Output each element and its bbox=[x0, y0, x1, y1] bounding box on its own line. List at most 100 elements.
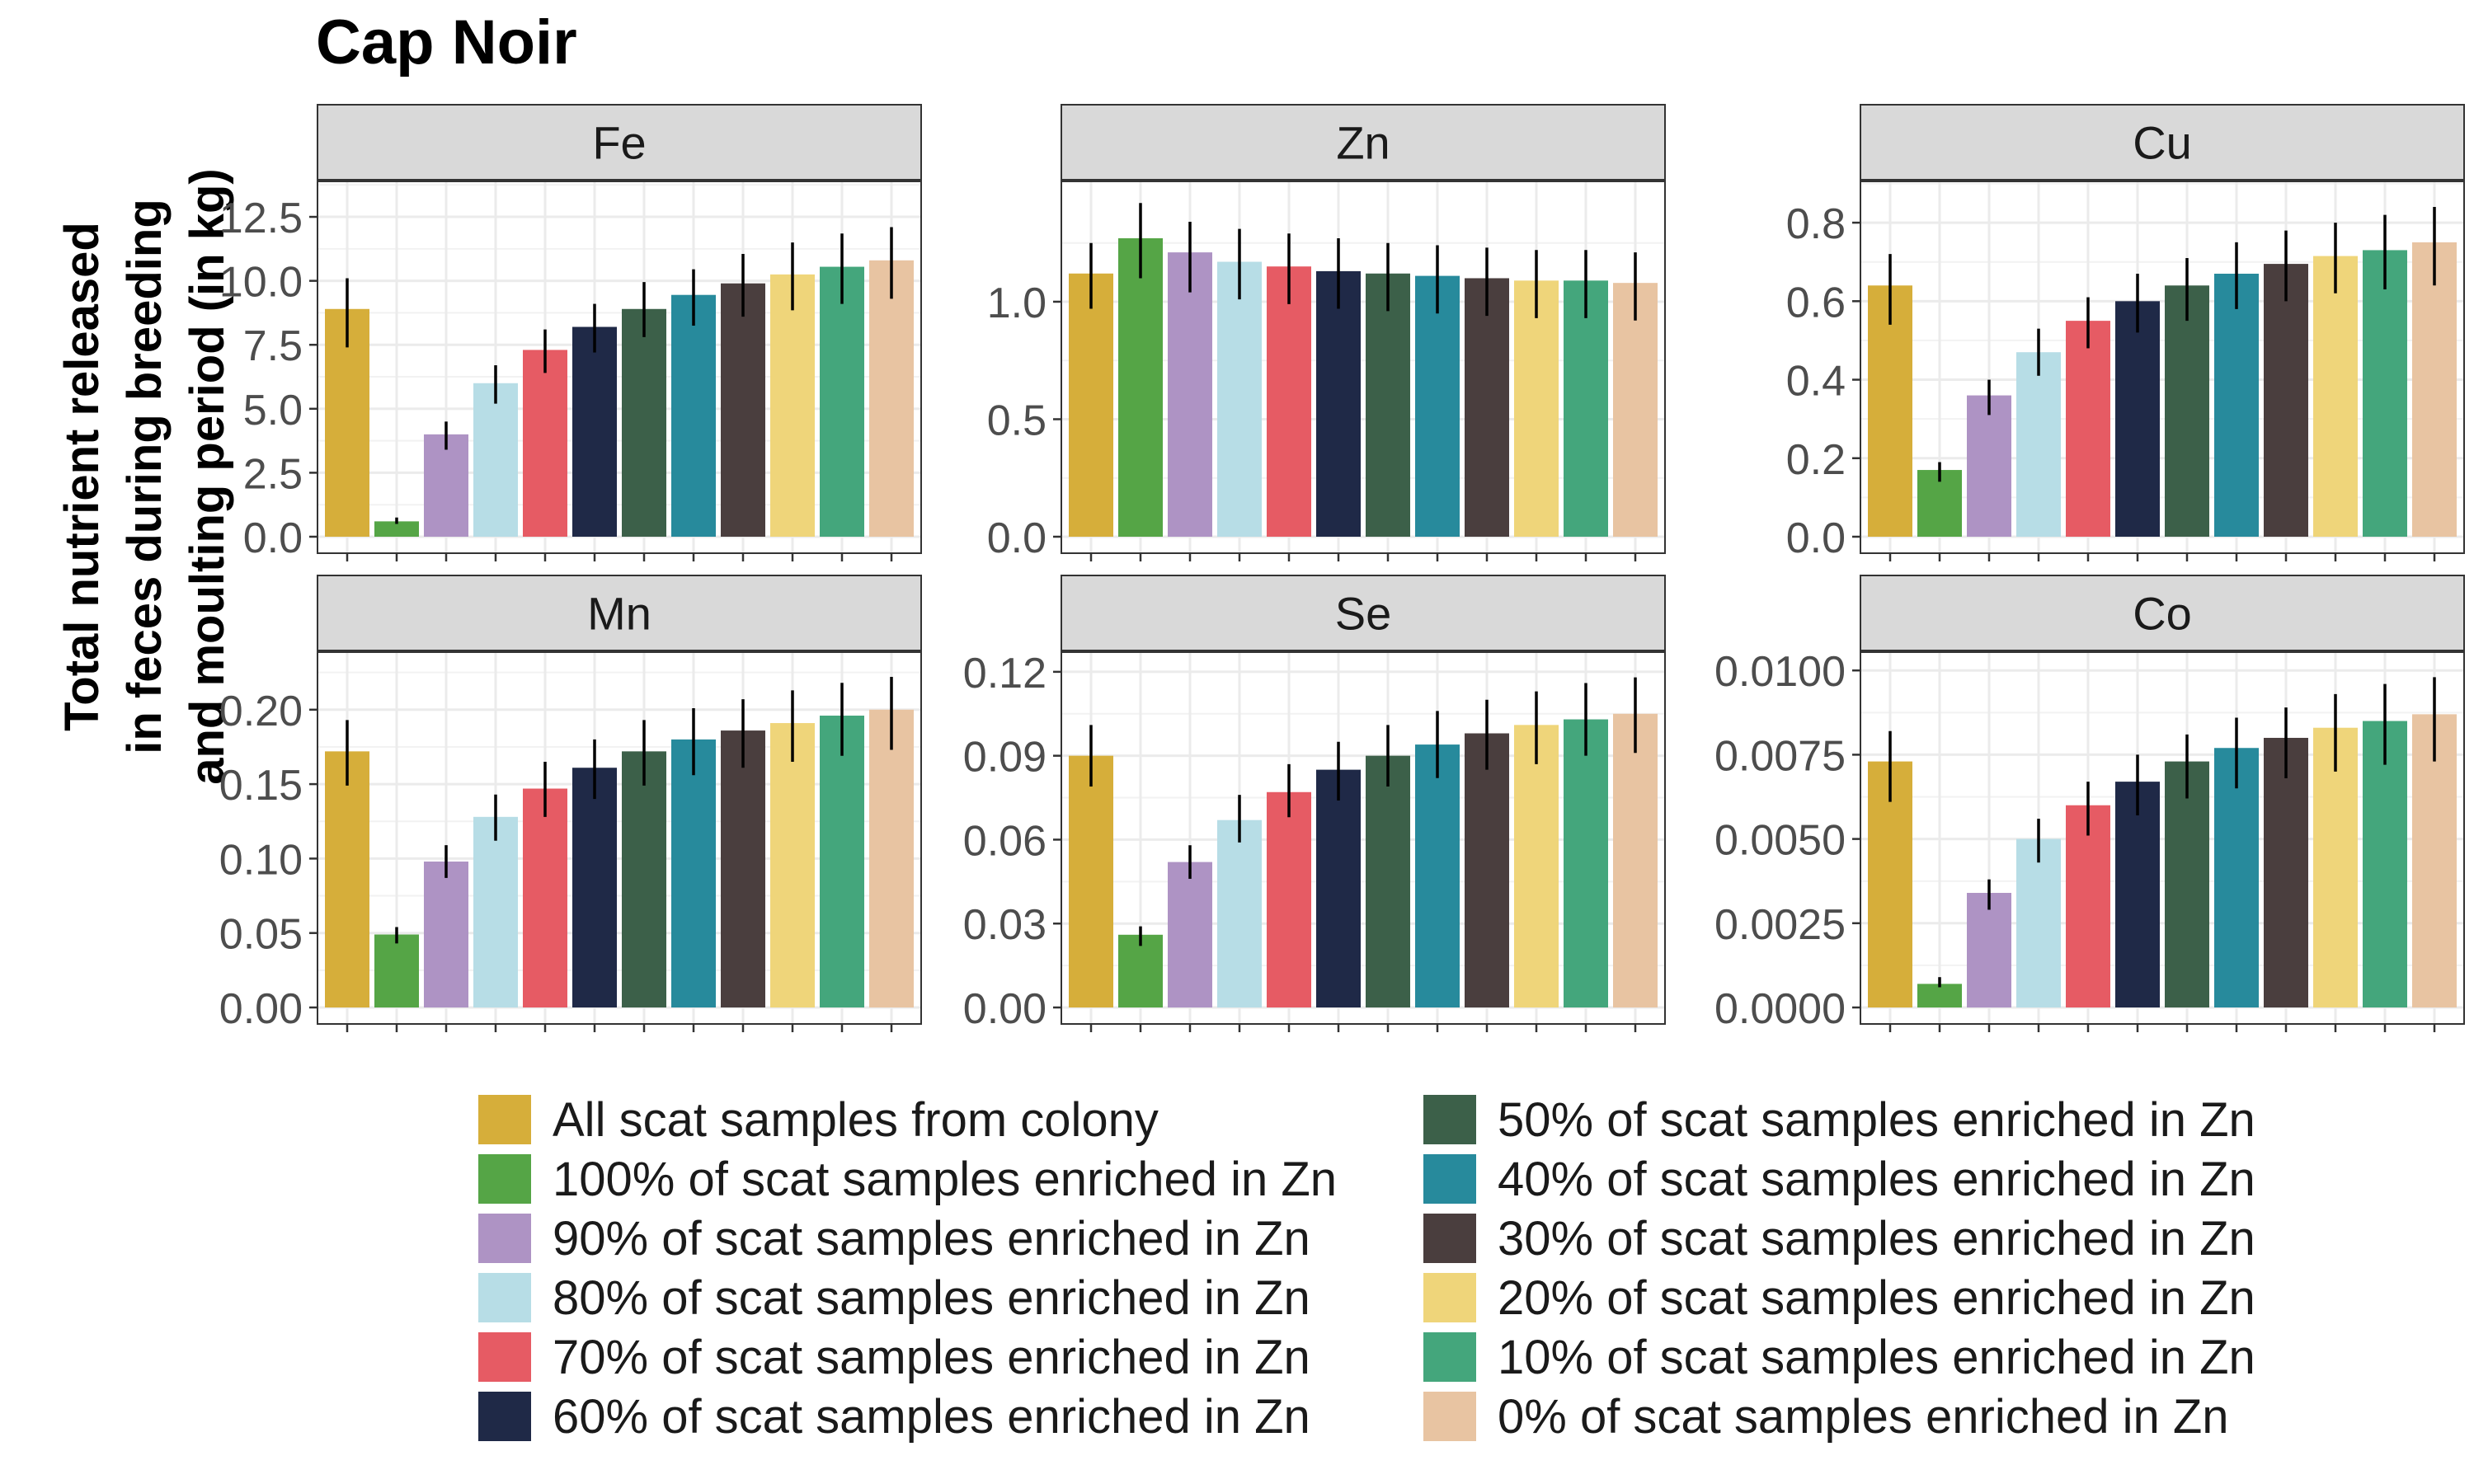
bar bbox=[2412, 242, 2457, 537]
bar bbox=[572, 768, 617, 1007]
bar bbox=[869, 709, 914, 1007]
y-axis-title-line-2: in feces during breeding bbox=[118, 199, 172, 754]
y-tick-label: 2.5 bbox=[243, 450, 303, 498]
bar bbox=[2363, 721, 2407, 1007]
legend-label: 30% of scat samples enriched in Zn bbox=[1498, 1211, 2255, 1266]
legend: All scat samples from colony 100% of sca… bbox=[478, 1092, 2342, 1458]
panel-border bbox=[1061, 181, 1666, 554]
bar bbox=[869, 260, 914, 537]
facet-strip-label: Mn bbox=[587, 588, 651, 640]
bar bbox=[1564, 719, 1608, 1007]
facet-strip-label: Zn bbox=[1336, 117, 1390, 169]
bar bbox=[424, 434, 468, 537]
legend-item: 70% of scat samples enriched in Zn bbox=[478, 1330, 1310, 1384]
y-tick-label: 0.10 bbox=[219, 836, 303, 884]
bar bbox=[2264, 737, 2308, 1007]
bar bbox=[473, 816, 518, 1007]
bar bbox=[1118, 238, 1163, 537]
bar bbox=[622, 308, 666, 537]
facet-strip bbox=[1860, 575, 2465, 651]
bar bbox=[1168, 862, 1212, 1007]
y-axis-title-line-1: Total nutrient released bbox=[55, 222, 109, 731]
bar bbox=[2066, 805, 2110, 1007]
bar bbox=[671, 294, 716, 537]
legend-item: 30% of scat samples enriched in Zn bbox=[1423, 1211, 2255, 1266]
legend-label: 50% of scat samples enriched in Zn bbox=[1498, 1092, 2255, 1147]
bar bbox=[2016, 838, 2061, 1007]
facet-strip-label: Cu bbox=[2133, 117, 2192, 169]
bar bbox=[2165, 761, 2209, 1007]
bar bbox=[374, 521, 419, 537]
legend-label: 0% of scat samples enriched in Zn bbox=[1498, 1389, 2229, 1444]
bar bbox=[1967, 395, 2011, 537]
bar bbox=[2313, 727, 2358, 1007]
bar bbox=[2313, 256, 2358, 537]
y-tick-label: 0.03 bbox=[963, 901, 1047, 949]
panel-border bbox=[1860, 651, 2465, 1025]
legend-swatch bbox=[1423, 1214, 1476, 1263]
bar bbox=[2214, 273, 2259, 537]
y-tick-label: 0.0050 bbox=[1714, 817, 1846, 865]
legend-label: 60% of scat samples enriched in Zn bbox=[553, 1389, 1310, 1444]
panel-border bbox=[1860, 181, 2465, 554]
y-axis-title-line-3: and moulting period (in kg) bbox=[181, 168, 234, 785]
facet-panel-zn: Zn 0.0 0.5 1.0 bbox=[987, 104, 1666, 562]
bar bbox=[2363, 250, 2407, 537]
legend-swatch bbox=[1423, 1332, 1476, 1382]
y-tick-label: 0.20 bbox=[219, 688, 303, 735]
bar bbox=[1465, 278, 1509, 537]
legend-item: 80% of scat samples enriched in Zn bbox=[478, 1271, 1310, 1325]
legend-label: 80% of scat samples enriched in Zn bbox=[553, 1270, 1310, 1325]
bar bbox=[1917, 984, 1962, 1007]
facet-panel-mn: Mn 0.00 0.05 0.10 0.15 0.20 bbox=[219, 575, 922, 1033]
bar bbox=[424, 862, 468, 1007]
bar bbox=[473, 383, 518, 537]
y-tick-label: 0.0 bbox=[987, 514, 1047, 562]
legend-label: 40% of scat samples enriched in Zn bbox=[1498, 1152, 2255, 1206]
bar bbox=[1316, 769, 1361, 1007]
y-tick-label: 10.0 bbox=[219, 259, 303, 307]
bar bbox=[770, 274, 815, 537]
bar bbox=[2214, 748, 2259, 1007]
facet-panel-se: Se 0.00 0.03 0.06 0.09 0.12 bbox=[963, 575, 1666, 1033]
legend-swatch bbox=[1423, 1095, 1476, 1144]
bar bbox=[1267, 791, 1311, 1007]
bar bbox=[671, 739, 716, 1007]
y-tick-label: 0.0025 bbox=[1714, 901, 1846, 949]
y-tick-label: 0.0 bbox=[243, 514, 303, 562]
facet-strip bbox=[317, 104, 922, 181]
legend-item: 60% of scat samples enriched in Zn bbox=[478, 1389, 1310, 1444]
legend-swatch bbox=[478, 1332, 531, 1382]
panel-border bbox=[317, 651, 922, 1025]
legend-item: 10% of scat samples enriched in Zn bbox=[1423, 1331, 2255, 1384]
y-tick-label: 0.4 bbox=[1786, 358, 1846, 406]
bar bbox=[1415, 744, 1460, 1007]
bar bbox=[1069, 755, 1113, 1007]
legend-label: 70% of scat samples enriched in Zn bbox=[553, 1330, 1310, 1384]
y-tick-label: 0.12 bbox=[963, 650, 1047, 697]
bar bbox=[1967, 893, 2011, 1007]
bar bbox=[2412, 714, 2457, 1007]
legend-swatch bbox=[1423, 1154, 1476, 1204]
bar bbox=[2115, 782, 2160, 1007]
bar bbox=[1217, 261, 1262, 537]
bar bbox=[1465, 733, 1509, 1007]
y-tick-label: 0.0 bbox=[1786, 514, 1846, 562]
bar bbox=[572, 326, 617, 537]
facet-strip bbox=[317, 575, 922, 651]
y-tick-label: 0.0100 bbox=[1714, 648, 1846, 696]
legend-label: 20% of scat samples enriched in Zn bbox=[1498, 1270, 2255, 1325]
legend-item: 40% of scat samples enriched in Zn bbox=[1423, 1152, 2255, 1206]
y-tick-label: 0.05 bbox=[219, 911, 303, 959]
legend-label: All scat samples from colony bbox=[553, 1092, 1159, 1147]
y-tick-label: 0.0000 bbox=[1714, 985, 1846, 1033]
figure-title: Cap Noir bbox=[316, 7, 577, 77]
bar bbox=[1564, 280, 1608, 537]
legend-swatch bbox=[478, 1273, 531, 1322]
facet-strip-label: Fe bbox=[592, 117, 646, 169]
legend-swatch bbox=[1423, 1392, 1476, 1441]
bar bbox=[325, 751, 369, 1007]
bar bbox=[721, 730, 765, 1007]
bar bbox=[1514, 725, 1559, 1007]
y-tick-label: 0.00 bbox=[963, 985, 1047, 1033]
